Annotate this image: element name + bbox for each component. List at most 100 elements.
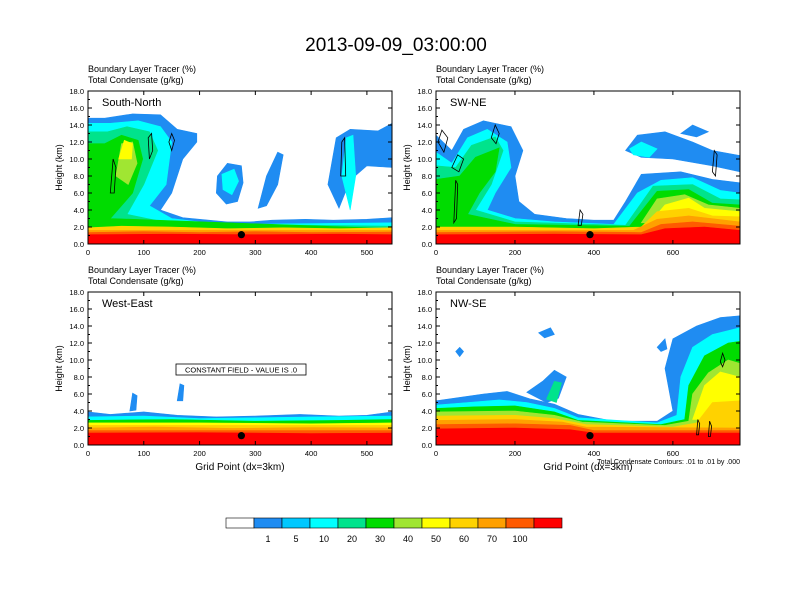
colorbar-swatch <box>281 517 311 529</box>
figure-title: 2013-09-09_03:00:00 <box>305 35 487 56</box>
y-tick-label: 6.0 <box>422 189 432 198</box>
y-tick-label: 6.0 <box>74 390 84 399</box>
tracer-region <box>436 239 740 244</box>
y-tick-label: 12.0 <box>69 138 84 147</box>
y-tick-label: 10.0 <box>417 155 432 164</box>
colorbar-label: 5 <box>293 534 298 544</box>
y-tick-label: 4.0 <box>422 407 432 416</box>
tracer-region <box>629 141 658 158</box>
y-tick-label: 0.0 <box>422 240 432 249</box>
y-axis-label: Height (km) <box>54 144 64 191</box>
x-tick-label: 0 <box>434 449 438 458</box>
tracer-region <box>680 124 710 138</box>
tracer-region <box>656 338 668 352</box>
x-tick-label: 600 <box>667 248 680 257</box>
colorbar-swatch <box>477 517 507 529</box>
colorbar-label: 40 <box>403 534 413 544</box>
section-label: SW-NE <box>450 97 486 109</box>
x-tick-label: 600 <box>667 449 680 458</box>
y-tick-label: 16.0 <box>417 104 432 113</box>
y-tick-label: 8.0 <box>74 373 84 382</box>
y-tick-label: 0.0 <box>74 441 84 450</box>
tracer-region <box>327 122 392 210</box>
y-tick-label: 12.0 <box>417 339 432 348</box>
colorbar-label: 20 <box>347 534 357 544</box>
colorbar-label: 50 <box>431 534 441 544</box>
colorbar-swatch <box>533 517 563 529</box>
condensate-contour <box>577 208 584 226</box>
y-tick-label: 14.0 <box>417 121 432 130</box>
colorbar-swatch <box>309 517 339 529</box>
y-tick-label: 14.0 <box>417 322 432 331</box>
y-axis-label: Height (km) <box>402 144 412 191</box>
x-axis-label: Grid Point (dx=3km) <box>543 462 632 473</box>
colorbar-label: 10 <box>319 534 329 544</box>
tracer-region <box>88 134 392 235</box>
y-tick-label: 0.0 <box>74 240 84 249</box>
y-tick-label: 8.0 <box>74 172 84 181</box>
colorbar-swatch <box>253 517 283 529</box>
y-axis-label: Height (km) <box>54 345 64 392</box>
tracer-layers <box>88 113 392 244</box>
y-tick-label: 4.0 <box>74 407 84 416</box>
x-tick-label: 400 <box>305 449 318 458</box>
tracer-region <box>538 327 555 339</box>
condensate-contour <box>490 123 500 145</box>
y-tick-label: 14.0 <box>69 322 84 331</box>
panel-header-tracer: Boundary Layer Tracer (%) <box>88 64 196 74</box>
tracer-region <box>88 239 392 244</box>
x-tick-label: 100 <box>138 248 151 257</box>
y-tick-label: 2.0 <box>74 424 84 433</box>
x-tick-label: 300 <box>249 248 262 257</box>
x-tick-label: 200 <box>193 449 206 458</box>
condensate-contour <box>168 132 175 152</box>
panel-header-tracer: Boundary Layer Tracer (%) <box>436 265 544 275</box>
x-tick-label: 400 <box>588 449 601 458</box>
y-tick-label: 0.0 <box>422 441 432 450</box>
y-tick-label: 12.0 <box>69 339 84 348</box>
colorbar-swatch <box>365 517 395 529</box>
panel-header-condensate: Total Condensate (g/kg) <box>436 75 532 85</box>
x-tick-label: 400 <box>305 248 318 257</box>
panels: Boundary Layer Tracer (%)Total Condensat… <box>54 64 741 473</box>
panel-west-east: Boundary Layer Tracer (%)Total Condensat… <box>54 265 393 473</box>
tracer-region <box>129 392 138 412</box>
constant-field-box <box>175 363 307 376</box>
x-tick-label: 200 <box>509 248 522 257</box>
section-label: NW-SE <box>450 298 486 310</box>
x-tick-label: 400 <box>588 248 601 257</box>
condensate-contour <box>707 421 713 437</box>
y-tick-label: 16.0 <box>417 305 432 314</box>
section-label: West-East <box>102 298 153 310</box>
condensate-contour <box>109 158 117 194</box>
colorbar-swatch <box>393 517 423 529</box>
x-tick-label: 200 <box>509 449 522 458</box>
y-tick-label: 10.0 <box>69 356 84 365</box>
colorbar-swatch <box>505 517 535 529</box>
panel-header-condensate: Total Condensate (g/kg) <box>88 75 184 85</box>
condensate-contour <box>696 419 701 436</box>
x-tick-label: 0 <box>86 449 90 458</box>
panel-sw-ne: Boundary Layer Tracer (%)Total Condensat… <box>402 64 741 257</box>
tracer-region <box>118 139 133 160</box>
y-tick-label: 8.0 <box>422 172 432 181</box>
y-axis-label: Height (km) <box>402 345 412 392</box>
station-marker <box>237 231 245 239</box>
station-marker <box>586 231 594 239</box>
panel-nw-se: Boundary Layer Tracer (%)Total Condensat… <box>402 265 741 473</box>
colorbar: 1 5 10 20 30 40 50 60 70 100 <box>225 517 563 544</box>
tracer-region <box>221 168 239 196</box>
tracer-region <box>176 383 185 402</box>
colorbar-label: 1 <box>265 534 270 544</box>
condensate-contour <box>147 132 154 160</box>
y-tick-label: 2.0 <box>422 223 432 232</box>
y-tick-label: 12.0 <box>417 138 432 147</box>
y-tick-label: 2.0 <box>74 223 84 232</box>
condensate-contour <box>437 129 449 154</box>
constant-field-note: CONSTANT FIELD - VALUE IS .0 <box>185 366 297 375</box>
colorbar-label: 60 <box>459 534 469 544</box>
condensate-contour <box>719 351 726 368</box>
panel-header-tracer: Boundary Layer Tracer (%) <box>436 64 544 74</box>
tracer-region <box>546 380 562 403</box>
